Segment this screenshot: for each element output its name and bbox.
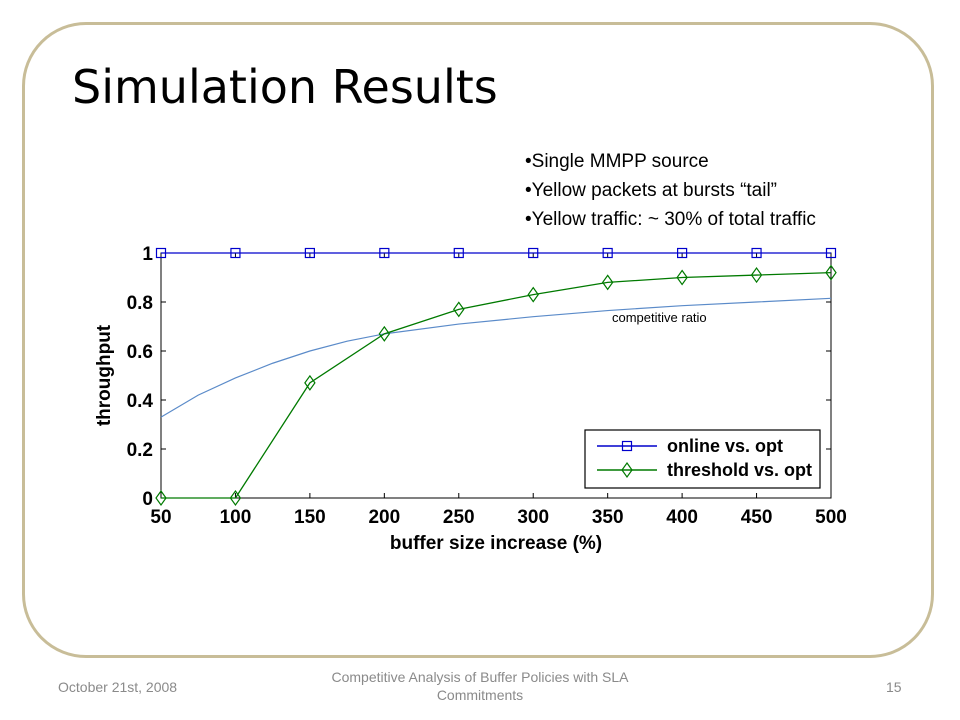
competitive-ratio-annotation: competitive ratio	[612, 310, 707, 325]
x-tick-label: 400	[666, 507, 698, 528]
x-axis-label: buffer size increase (%)	[390, 533, 602, 554]
chart-legend: online vs. opt threshold vs. opt	[584, 429, 821, 489]
threshold-line	[161, 271, 832, 499]
bullet-item: Yellow packets at bursts “tail”	[525, 176, 816, 205]
y-tick-label: 0.4	[127, 391, 154, 412]
footer-date: October 21st, 2008	[58, 679, 178, 695]
x-tick-label: 500	[815, 507, 847, 528]
bullet-item: Yellow traffic: ~ 30% of total traffic	[525, 205, 816, 234]
threshold-marker	[155, 489, 167, 507]
online-marker	[677, 247, 688, 259]
online-marker	[528, 247, 539, 259]
online-marker	[825, 247, 837, 259]
threshold-marker	[601, 274, 614, 291]
x-tick-label: 300	[517, 507, 549, 528]
legend-diamond-marker	[621, 461, 633, 479]
legend-label: threshold vs. opt	[667, 460, 812, 480]
legend-label: online vs. opt	[667, 436, 783, 456]
y-tick-label: 0.6	[127, 342, 153, 363]
online-marker	[379, 247, 390, 259]
online-marker	[304, 247, 315, 259]
bullet-item: Single MMPP source	[525, 147, 816, 176]
series-layer	[155, 247, 837, 507]
x-tick-label: 100	[220, 507, 252, 528]
x-tick-label: 50	[150, 507, 171, 528]
online-marker	[751, 247, 762, 259]
legend-box	[584, 429, 821, 489]
threshold-marker	[676, 269, 688, 286]
online-marker	[602, 247, 613, 259]
y-tick-label: 0.8	[127, 293, 153, 314]
y-tick-label: 1	[142, 244, 153, 265]
axis-ticks: 50 100 150 200 250 300 350 400 450 500 0 0.2 0.4 0.6 0…	[127, 244, 847, 528]
footer-title: Competitive Analysis of Buffer Policies …	[331, 669, 629, 703]
y-axis-label: throughput	[94, 324, 115, 426]
x-tick-label: 350	[592, 507, 624, 528]
threshold-marker	[527, 286, 539, 303]
threshold-marker	[378, 325, 391, 342]
bullet-list: Single MMPP source Yellow packets at bur…	[525, 147, 816, 234]
x-tick-label: 200	[368, 507, 400, 528]
threshold-marker	[229, 489, 242, 507]
page-number: 15	[886, 679, 902, 695]
threshold-marker	[750, 267, 763, 284]
x-tick-label: 150	[294, 507, 326, 528]
legend-square-marker	[621, 440, 633, 452]
slide-title: Simulation Results	[72, 60, 498, 114]
y-tick-label: 0	[142, 489, 153, 510]
online-marker	[230, 247, 241, 259]
threshold-marker	[825, 264, 837, 281]
y-tick-label: 0.2	[127, 440, 153, 461]
threshold-marker	[304, 374, 316, 391]
online-marker	[453, 247, 464, 259]
x-tick-label: 250	[443, 507, 475, 528]
x-tick-label: 450	[741, 507, 773, 528]
online-marker	[155, 247, 167, 259]
threshold-marker	[453, 301, 465, 318]
